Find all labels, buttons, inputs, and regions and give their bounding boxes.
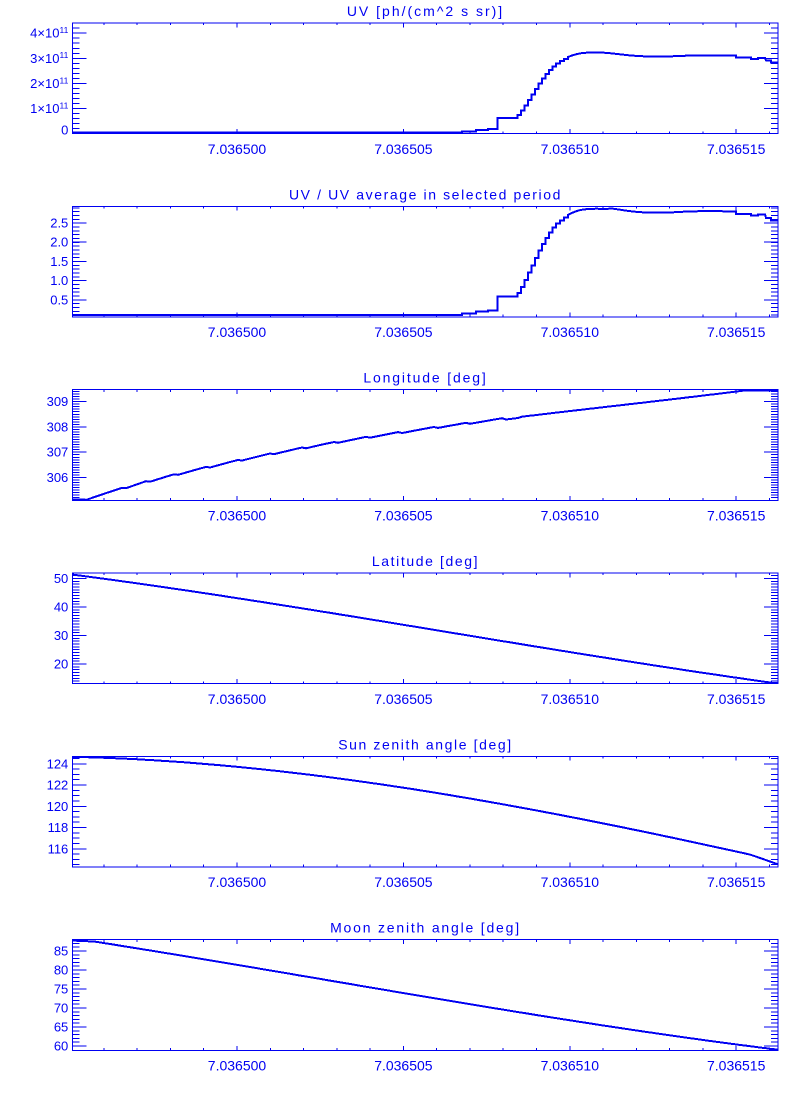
- svg-text:7.036505: 7.036505: [374, 141, 433, 157]
- svg-text:7.036510: 7.036510: [541, 508, 600, 524]
- svg-text:50: 50: [54, 571, 68, 586]
- svg-text:2×1011: 2×1011: [30, 75, 68, 91]
- svg-text:Moon zenith angle [deg]: Moon zenith angle [deg]: [330, 920, 521, 936]
- svg-text:7.036500: 7.036500: [208, 508, 267, 524]
- svg-text:7.036500: 7.036500: [208, 874, 267, 890]
- svg-text:4×1011: 4×1011: [30, 25, 68, 41]
- svg-text:80: 80: [54, 963, 68, 978]
- svg-text:1.0: 1.0: [50, 273, 68, 288]
- svg-text:120: 120: [47, 799, 69, 814]
- svg-text:75: 75: [54, 982, 68, 997]
- svg-text:3×1011: 3×1011: [30, 50, 68, 66]
- svg-text:7.036500: 7.036500: [208, 141, 267, 157]
- svg-text:30: 30: [54, 628, 68, 643]
- svg-text:UV [ph/(cm^2 s sr)]: UV [ph/(cm^2 s sr)]: [347, 3, 504, 19]
- svg-text:307: 307: [47, 445, 69, 460]
- svg-text:7.036515: 7.036515: [707, 1058, 766, 1074]
- svg-text:0.5: 0.5: [50, 292, 68, 307]
- svg-text:1×1011: 1×1011: [30, 100, 68, 116]
- svg-text:7.036510: 7.036510: [541, 691, 600, 707]
- svg-text:7.036515: 7.036515: [707, 508, 766, 524]
- svg-text:7.036510: 7.036510: [541, 141, 600, 157]
- svg-text:7.036505: 7.036505: [374, 324, 433, 340]
- svg-text:7.036515: 7.036515: [707, 874, 766, 890]
- svg-text:1.5: 1.5: [50, 254, 68, 269]
- svg-text:2.0: 2.0: [50, 235, 68, 250]
- svg-text:122: 122: [47, 778, 69, 793]
- svg-text:7.036510: 7.036510: [541, 324, 600, 340]
- svg-text:Longitude [deg]: Longitude [deg]: [363, 370, 487, 386]
- svg-text:7.036510: 7.036510: [541, 874, 600, 890]
- svg-text:7.036515: 7.036515: [707, 324, 766, 340]
- svg-text:7.036515: 7.036515: [707, 691, 766, 707]
- svg-text:7.036505: 7.036505: [374, 874, 433, 890]
- svg-text:7.036505: 7.036505: [374, 1058, 433, 1074]
- svg-text:7.036505: 7.036505: [374, 508, 433, 524]
- svg-text:7.036500: 7.036500: [208, 1058, 267, 1074]
- svg-text:2.5: 2.5: [50, 216, 68, 231]
- svg-text:UV / UV average in selected pe: UV / UV average in selected period: [289, 186, 562, 202]
- svg-text:7.036500: 7.036500: [208, 324, 267, 340]
- svg-text:70: 70: [54, 1001, 68, 1016]
- svg-text:309: 309: [47, 394, 69, 409]
- svg-text:60: 60: [54, 1039, 68, 1054]
- svg-text:7.036500: 7.036500: [208, 691, 267, 707]
- svg-text:65: 65: [54, 1020, 68, 1035]
- svg-text:118: 118: [48, 820, 69, 835]
- svg-text:7.036505: 7.036505: [374, 691, 433, 707]
- svg-text:116: 116: [48, 841, 69, 856]
- svg-text:7.036510: 7.036510: [541, 1058, 600, 1074]
- svg-text:Sun zenith angle [deg]: Sun zenith angle [deg]: [338, 736, 513, 752]
- svg-text:124: 124: [47, 756, 69, 771]
- svg-text:0: 0: [61, 123, 68, 138]
- svg-text:308: 308: [47, 419, 69, 434]
- svg-text:85: 85: [54, 944, 68, 959]
- svg-text:40: 40: [54, 600, 68, 615]
- svg-text:Latitude [deg]: Latitude [deg]: [372, 553, 479, 569]
- svg-text:306: 306: [47, 470, 69, 485]
- svg-text:7.036515: 7.036515: [707, 141, 766, 157]
- svg-text:20: 20: [54, 657, 68, 672]
